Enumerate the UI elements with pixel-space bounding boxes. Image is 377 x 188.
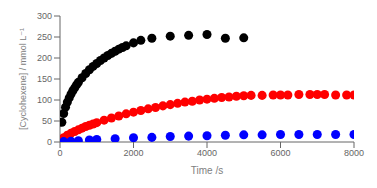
- svg-text:100: 100: [37, 95, 52, 105]
- svg-text:50: 50: [42, 116, 52, 126]
- svg-text:6000: 6000: [270, 148, 290, 158]
- svg-text:[Cyclohexene] / mmol L⁻¹: [Cyclohexene] / mmol L⁻¹: [18, 28, 28, 130]
- svg-text:8000: 8000: [344, 148, 364, 158]
- svg-text:2000: 2000: [123, 148, 143, 158]
- svg-text:300: 300: [37, 11, 52, 21]
- svg-text:250: 250: [37, 32, 52, 42]
- svg-text:4000: 4000: [197, 148, 217, 158]
- svg-text:Time /s: Time /s: [191, 165, 223, 176]
- svg-text:150: 150: [37, 74, 52, 84]
- svg-text:0: 0: [47, 137, 52, 147]
- svg-text:200: 200: [37, 53, 52, 63]
- svg-text:0: 0: [57, 148, 62, 158]
